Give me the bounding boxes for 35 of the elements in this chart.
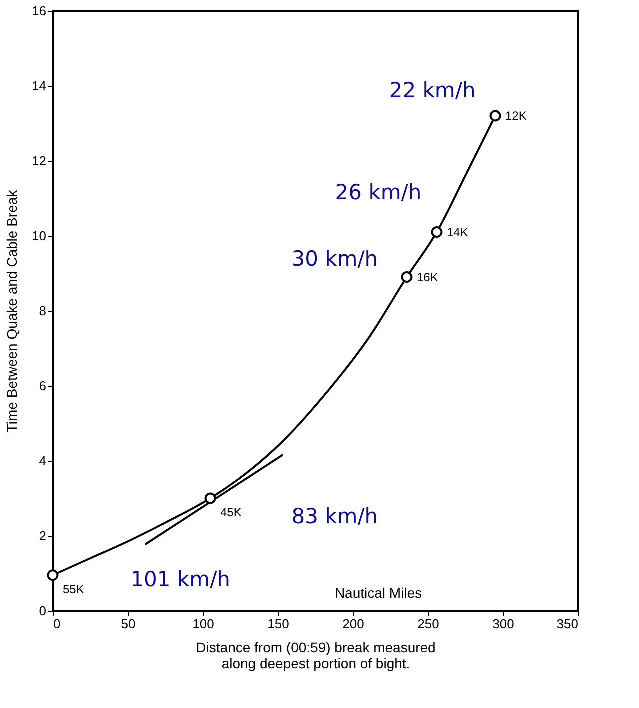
point (490, 110, 502, 122)
point (47, 570, 59, 582)
annotation: 12K (506, 109, 527, 123)
x-tick-label: 350 (556, 616, 578, 632)
y-tick-label: 2 (39, 528, 46, 544)
y-tick-label: 12 (32, 154, 46, 168)
y-tick-label: 16 (32, 4, 46, 18)
y-axis-title: Time Between Quake and Cable Break (4, 189, 20, 433)
x-tick-label: 150 (268, 616, 290, 632)
x-tick-label: 0 (54, 616, 61, 632)
annotation: 30 km/h (292, 247, 378, 271)
y-tick-label: 0 (39, 604, 46, 618)
annotation: Nautical Miles (334, 585, 422, 602)
x-axis-title: Distance from (00:59) break measured along deepest portion of bight. (196, 640, 436, 672)
point (204, 492, 216, 504)
y-tick-label: 8 (39, 304, 46, 318)
y-tick-label: 4 (39, 454, 46, 468)
annotation: 101 km/h (130, 567, 230, 592)
y-tick-label: 6 (39, 378, 46, 394)
annotation: 83 km/h (292, 504, 378, 528)
annotation: 16K (417, 270, 438, 284)
point (401, 272, 413, 283)
annotation: 26 km/h (335, 180, 422, 204)
annotation: 55K (63, 582, 84, 596)
x-tick-label: 100 (192, 616, 214, 632)
y-tick-label: 14 (32, 78, 46, 94)
y-tick-label: 10 (32, 228, 46, 244)
annotation: 14K (447, 225, 468, 240)
x-tick-label: 250 (418, 616, 440, 632)
annotation: 45K (220, 506, 242, 520)
x-tick-label: 200 (342, 616, 364, 632)
x-tick-label: 300 (492, 616, 514, 632)
x-tick-label: 50 (121, 616, 136, 632)
annotation: 22 km/h (389, 78, 476, 102)
point (431, 226, 443, 238)
